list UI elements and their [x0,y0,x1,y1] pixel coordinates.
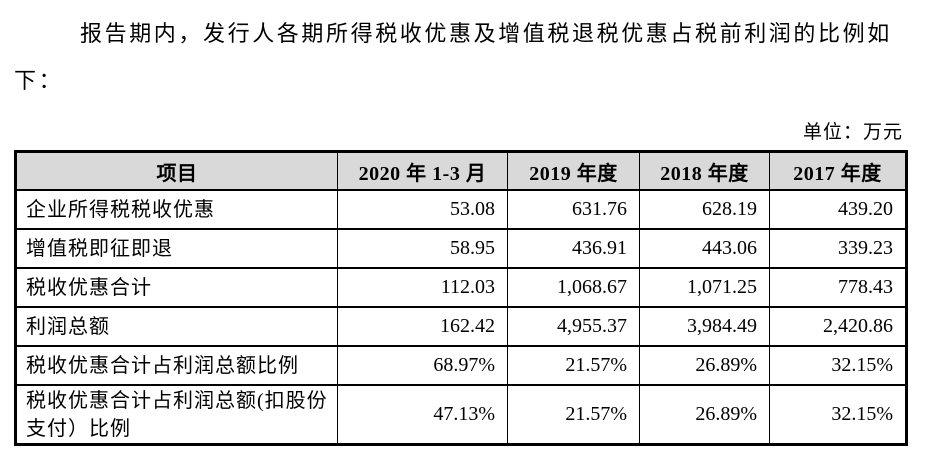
cell-value: 1,071.25 [639,267,770,308]
cell-value: 68.97% [337,345,508,386]
row-label: 利润总额 [15,306,338,347]
cell-value: 58.95 [337,228,508,269]
cell-value: 53.08 [337,189,508,230]
cell-value: 778.43 [769,267,907,308]
intro-paragraph-line2: 下： [14,68,64,93]
cell-value: 631.76 [507,189,640,230]
cell-value: 3,984.49 [639,306,770,347]
cell-value: 436.91 [507,228,640,269]
row-label: 企业所得税税收优惠 [15,189,338,230]
row-label: 税收优惠合计占利润总额(扣股份支付）比例 [15,384,338,446]
table-row: 增值税即征即退 58.95 436.91 443.06 339.23 [15,228,907,269]
cell-value: 26.89% [639,384,770,446]
table-row: 企业所得税税收优惠 53.08 631.76 628.19 439.20 [15,189,907,230]
table-row: 税收优惠合计占利润总额比例 68.97% 21.57% 26.89% 32.15… [15,345,907,386]
column-header-2019: 2019 年度 [507,150,640,191]
cell-value: 32.15% [769,384,907,446]
cell-value: 162.42 [337,306,508,347]
cell-value: 1,068.67 [507,267,640,308]
table-row: 利润总额 162.42 4,955.37 3,984.49 2,420.86 [15,306,907,347]
cell-value: 21.57% [507,384,640,446]
document-page: 报告期内，发行人各期所得税收优惠及增值税退税优惠占税前利润的比例如 下： 单位：… [0,10,925,465]
table-row: 税收优惠合计 112.03 1,068.67 1,071.25 778.43 [15,267,907,308]
cell-value: 339.23 [769,228,907,269]
cell-value: 112.03 [337,267,508,308]
cell-value: 32.15% [769,345,907,386]
table-row: 税收优惠合计占利润总额(扣股份支付）比例 47.13% 21.57% 26.89… [15,384,907,446]
column-header-2017: 2017 年度 [769,150,907,191]
cell-value: 443.06 [639,228,770,269]
unit-label: 单位：万元 [802,122,903,143]
row-label: 增值税即征即退 [15,228,338,269]
cell-value: 439.20 [769,189,907,230]
tax-benefit-table: 项目 2020 年 1-3 月 2019 年度 2018 年度 2017 年度 … [14,150,908,446]
table-header-row: 项目 2020 年 1-3 月 2019 年度 2018 年度 2017 年度 [15,150,907,191]
cell-value: 2,420.86 [769,306,907,347]
row-label: 税收优惠合计占利润总额比例 [15,345,338,386]
column-header-2018: 2018 年度 [639,150,770,191]
cell-value: 21.57% [507,345,640,386]
cell-value: 4,955.37 [507,306,640,347]
intro-paragraph-line1: 报告期内，发行人各期所得税收优惠及增值税退税优惠占税前利润的比例如 [80,21,892,46]
cell-value: 26.89% [639,345,770,386]
column-header-2020: 2020 年 1-3 月 [337,150,508,191]
cell-value: 47.13% [337,384,508,446]
intro-paragraph: 报告期内，发行人各期所得税收优惠及增值税退税优惠占税前利润的比例如 下： [14,10,907,104]
column-header-item: 项目 [15,150,338,191]
cell-value: 628.19 [639,189,770,230]
row-label: 税收优惠合计 [15,267,338,308]
